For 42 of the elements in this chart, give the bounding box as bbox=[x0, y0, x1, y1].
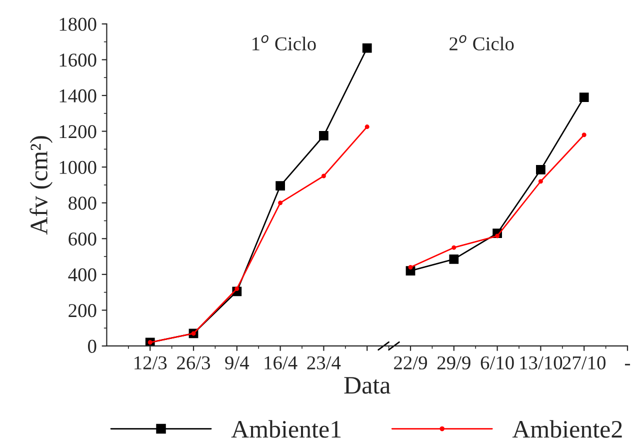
x-axis-title: Data bbox=[344, 377, 390, 394]
y-tick-label: 1400 bbox=[60, 89, 96, 102]
point bbox=[449, 254, 459, 264]
annotation: 1$^{o}$ Ciclo bbox=[252, 35, 316, 50]
y-tick-label: 1800 bbox=[60, 18, 96, 31]
point bbox=[234, 286, 240, 291]
x-tick-label: 16/4 bbox=[264, 356, 298, 370]
y-tick-label: 1000 bbox=[60, 160, 96, 174]
y-tick-label: 0 bbox=[88, 340, 96, 353]
point bbox=[452, 245, 456, 250]
x-tick-label: 9/4 bbox=[225, 356, 250, 370]
y-tick-label: 1200 bbox=[60, 125, 96, 138]
point bbox=[278, 200, 283, 206]
annotation: 2$^{o}$ Ciclo bbox=[450, 35, 514, 50]
y-axis-title: Afv (cm²) bbox=[30, 136, 53, 235]
x-tick-label: 27/10 bbox=[562, 356, 606, 370]
point bbox=[362, 43, 372, 53]
y-tick-label: 800 bbox=[68, 196, 96, 210]
point bbox=[582, 132, 586, 138]
y-tick-label: 200 bbox=[68, 304, 96, 318]
point bbox=[536, 165, 546, 174]
x-tick-label: 29/9 bbox=[437, 356, 470, 370]
point bbox=[538, 179, 543, 184]
y-tick-label: 1600 bbox=[60, 54, 96, 67]
point bbox=[276, 181, 285, 191]
x-tick-label: 6/10 bbox=[480, 356, 514, 370]
point bbox=[495, 234, 500, 238]
point bbox=[579, 92, 589, 102]
x-tick-label: 22/9 bbox=[394, 356, 427, 370]
y-tick-label: 400 bbox=[68, 268, 96, 282]
point bbox=[364, 124, 370, 130]
legend-label: Ambiente1 bbox=[231, 420, 341, 438]
x-tick-label: 23/4 bbox=[307, 356, 341, 370]
y-tick-label: 600 bbox=[68, 232, 96, 246]
point bbox=[319, 131, 328, 140]
point bbox=[321, 174, 326, 178]
point bbox=[408, 265, 413, 270]
x-tick-label: - bbox=[624, 364, 630, 366]
x-tick-label: 26/3 bbox=[177, 356, 210, 370]
legend-label: Ambiente2 bbox=[512, 420, 622, 438]
x-tick-label: 12/3 bbox=[134, 356, 167, 370]
x-tick-label: 13/10 bbox=[520, 356, 562, 370]
